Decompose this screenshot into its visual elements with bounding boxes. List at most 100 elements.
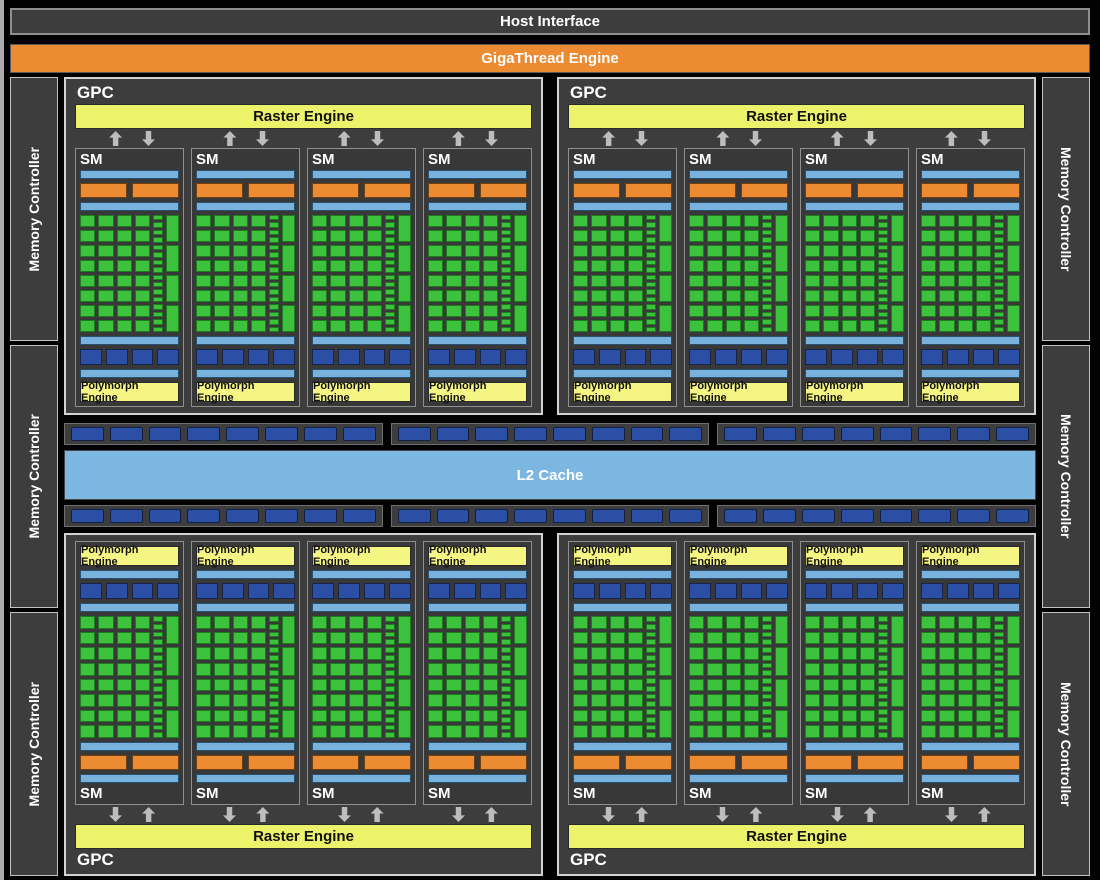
strip-group <box>390 423 710 445</box>
core-cell <box>859 320 875 332</box>
core-cell <box>446 647 462 660</box>
core-cell <box>312 290 328 302</box>
small-unit-cell <box>646 237 656 243</box>
raster-sm-arrow-row <box>75 129 532 148</box>
sm-segment-cell <box>921 583 943 599</box>
core-cell <box>725 694 741 707</box>
small-unit-cell <box>878 662 888 669</box>
sm-lower-blue-bar <box>428 336 527 345</box>
core-cell <box>196 725 212 738</box>
small-unit-cell <box>269 709 279 715</box>
raster-engine: Raster Engine <box>75 824 532 849</box>
strip-segment <box>475 427 509 441</box>
small-unit-cell <box>762 244 772 251</box>
arrow-down-icon <box>749 131 762 146</box>
core-cell <box>707 616 723 629</box>
strip-segment <box>436 509 470 523</box>
core-cell <box>446 678 462 692</box>
sm-upper-blue-bar <box>921 742 1020 751</box>
sm-label: SM <box>80 785 103 802</box>
core-cell <box>428 616 444 629</box>
core-cell <box>921 709 937 723</box>
core-cell <box>725 320 741 332</box>
sm-orange-bar <box>80 183 127 198</box>
core-cell <box>573 290 589 302</box>
core-cell <box>823 305 839 317</box>
core-cell <box>805 260 821 272</box>
core-cell <box>464 215 480 227</box>
core-cell <box>482 631 498 645</box>
core-cell <box>116 616 132 629</box>
core-cell <box>823 320 839 332</box>
small-unit-cell <box>878 654 888 661</box>
core-grid-main <box>805 616 875 738</box>
core-cell <box>446 694 462 707</box>
small-unit-cell <box>994 252 1004 258</box>
small-unit-cell <box>385 326 395 332</box>
polymorph-engine-label: Polymorph Engine <box>429 544 487 568</box>
core-cell <box>232 662 248 676</box>
core-cell <box>348 725 364 738</box>
core-cell <box>134 647 150 660</box>
core-cell <box>841 631 857 645</box>
small-unit-cell <box>153 281 163 288</box>
core-grid-main <box>921 616 991 738</box>
core-cell <box>805 725 821 738</box>
polymorph-engine: Polymorph Engine <box>921 380 1020 404</box>
core-cell <box>134 616 150 629</box>
core-cell <box>627 725 643 738</box>
core-cell <box>707 215 723 227</box>
sm-segment-cell <box>624 583 647 599</box>
strip-segment <box>802 427 835 441</box>
core-cell <box>743 215 759 227</box>
core-cell <box>428 631 444 645</box>
small-unit-cell <box>762 252 772 258</box>
core-cell <box>348 290 364 302</box>
core-grid <box>689 616 788 738</box>
sm-segment-cell <box>221 349 244 365</box>
core-cell <box>98 647 114 660</box>
strip-segment <box>879 509 913 523</box>
sm-segment-cell <box>830 349 853 365</box>
tall-unit-cell <box>891 678 904 707</box>
memory-controller-block: Memory Controller <box>1042 612 1090 877</box>
core-cell <box>116 245 132 257</box>
tall-unit-column <box>166 616 179 738</box>
polymorph-engine-label: Polymorph Engine <box>690 380 748 404</box>
small-unit-cell <box>878 319 888 325</box>
core-cell <box>446 320 462 332</box>
arrow-up-icon <box>223 131 237 146</box>
core-cell <box>366 275 382 287</box>
sm-upper-blue-bar <box>573 202 672 211</box>
small-unit-cell <box>269 311 279 318</box>
core-cell <box>823 290 839 302</box>
sm-orange-bar <box>921 183 968 198</box>
tall-unit-column <box>775 215 788 332</box>
core-cell <box>725 305 741 317</box>
sm-segment-cell <box>998 583 1020 599</box>
strip-segment <box>957 509 991 523</box>
sm-segment-row <box>573 349 672 365</box>
core-cell <box>312 305 328 317</box>
sm-segment-row <box>921 583 1020 599</box>
strip-segment <box>957 427 991 441</box>
tall-unit-cell <box>775 305 788 332</box>
sm-block: SM Polymorph Engine <box>75 148 184 407</box>
core-cell <box>196 320 212 332</box>
core-cell <box>805 215 821 227</box>
core-cell <box>330 260 346 272</box>
tall-unit-cell <box>1007 215 1020 242</box>
sm-label: SM <box>573 151 596 168</box>
core-cell <box>609 725 625 738</box>
sm-orange-bar <box>741 755 788 770</box>
core-cell <box>232 275 248 287</box>
core-cell <box>841 678 857 692</box>
strip-segment <box>840 427 874 441</box>
small-unit-cell <box>385 229 395 236</box>
core-cell <box>591 709 607 723</box>
strip-segment <box>918 427 952 441</box>
tall-unit-cell <box>398 647 411 676</box>
small-unit-cell <box>385 296 395 303</box>
core-cell <box>975 647 991 660</box>
core-cell <box>957 678 973 692</box>
